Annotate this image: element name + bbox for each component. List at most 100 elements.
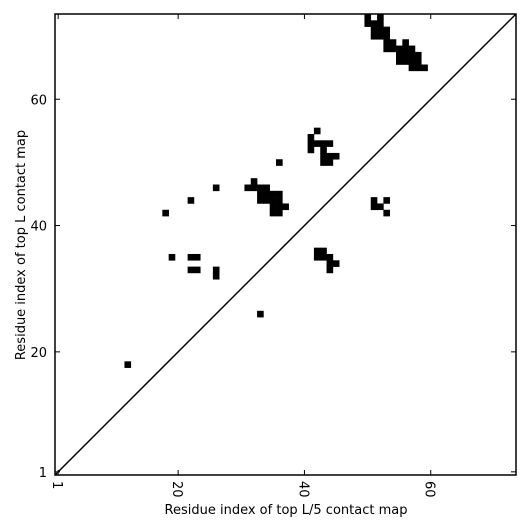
contact-cell xyxy=(193,253,201,261)
contact-cell xyxy=(402,51,409,59)
contact-cell xyxy=(307,133,315,141)
plot-frame xyxy=(54,13,517,476)
contact-cell xyxy=(414,58,422,65)
contact-cell xyxy=(408,45,416,53)
contact-cell xyxy=(313,247,321,255)
contact-cell xyxy=(383,32,390,40)
contact-cell xyxy=(276,209,283,217)
contact-cell xyxy=(276,203,283,211)
contact-cell xyxy=(320,247,327,255)
contact-cell xyxy=(377,26,384,34)
contact-cell xyxy=(257,190,264,198)
x-tick-label: 20 xyxy=(169,481,184,498)
contact-cell xyxy=(244,184,252,192)
x-tick-label: 40 xyxy=(295,481,310,498)
y-axis-label: Residue index of top L contact map xyxy=(14,130,29,360)
contact-cell xyxy=(320,152,327,160)
contact-cell xyxy=(370,32,378,40)
contact-cell xyxy=(187,253,195,261)
contact-cell xyxy=(383,209,390,217)
contact-cell xyxy=(320,140,327,147)
contact-cell xyxy=(402,58,409,65)
contact-cell xyxy=(377,32,384,40)
y-tick-label: 1 xyxy=(39,466,47,481)
contact-cell xyxy=(396,58,403,65)
contact-cell xyxy=(320,146,327,154)
x-axis-label: Residue index of top L/5 contact map xyxy=(165,503,408,518)
contact-cell xyxy=(212,272,220,280)
contact-cell xyxy=(313,253,321,261)
contact-cell xyxy=(408,58,416,65)
y-tick-label: 20 xyxy=(30,346,47,361)
contact-cell xyxy=(269,209,277,217)
y-tick-label: 40 xyxy=(30,220,47,235)
contact-cell xyxy=(124,361,132,368)
contact-cell xyxy=(326,260,334,267)
contact-cell xyxy=(313,140,321,147)
contact-cell xyxy=(370,203,378,211)
contact-cell xyxy=(370,26,378,34)
contact-cell xyxy=(332,260,340,267)
contact-cell xyxy=(313,127,321,135)
contact-cell xyxy=(263,197,271,204)
contact-cell xyxy=(257,310,264,318)
contact-cell xyxy=(377,20,384,27)
contact-cell xyxy=(402,45,409,53)
contact-cell xyxy=(250,184,258,192)
contact-cell xyxy=(162,209,169,217)
x-tick-label: 1 xyxy=(49,481,64,489)
contact-cell xyxy=(326,140,334,147)
contact-cell xyxy=(377,203,384,211)
x-tick-label: 60 xyxy=(422,481,437,498)
contact-cell xyxy=(326,253,334,261)
contact-cell xyxy=(276,190,283,198)
contact-cell xyxy=(250,178,258,185)
contact-cell xyxy=(212,266,220,274)
contact-cell xyxy=(276,197,283,204)
contact-cell xyxy=(168,253,176,261)
contact-cell xyxy=(320,253,327,261)
contact-cell xyxy=(187,197,195,204)
contact-cell xyxy=(377,14,384,21)
contact-cell xyxy=(326,152,334,160)
contact-cell xyxy=(212,184,220,192)
contact-cell xyxy=(383,39,390,46)
contact-cell xyxy=(307,140,315,147)
contact-cell xyxy=(187,266,195,274)
contact-cell xyxy=(269,190,277,198)
contact-cell xyxy=(383,45,390,53)
contact-cell xyxy=(332,152,340,160)
contact-cell xyxy=(263,184,271,192)
contact-cell xyxy=(257,197,264,204)
contact-cell xyxy=(383,197,390,204)
diagonal xyxy=(54,13,517,476)
contact-cell xyxy=(307,146,315,154)
contact-cell xyxy=(408,64,416,72)
contact-cell xyxy=(276,159,283,166)
y-tick-label: 60 xyxy=(30,93,47,108)
contact-cell xyxy=(282,203,289,211)
contact-cell xyxy=(269,203,277,211)
contact-cell xyxy=(193,266,201,274)
contact-cell xyxy=(408,51,416,59)
contact-cell xyxy=(396,51,403,59)
contact-cell xyxy=(326,159,334,166)
contact-cell xyxy=(389,45,397,53)
contact-cell xyxy=(269,197,277,204)
contact-cell xyxy=(396,45,403,53)
contact-cell xyxy=(370,20,378,27)
contact-cell xyxy=(402,39,409,46)
contact-cell xyxy=(370,197,378,204)
contact-cell xyxy=(326,266,334,274)
contact-cell xyxy=(364,20,372,27)
contact-cell xyxy=(364,14,372,21)
contact-cell xyxy=(389,39,397,46)
contact-cell xyxy=(414,51,422,59)
contact-cell xyxy=(421,64,428,72)
contact-cell xyxy=(383,26,390,34)
contact-cell xyxy=(257,184,264,192)
contact-cell xyxy=(320,159,327,166)
contact-cell xyxy=(414,64,422,72)
contact-cell xyxy=(263,190,271,198)
